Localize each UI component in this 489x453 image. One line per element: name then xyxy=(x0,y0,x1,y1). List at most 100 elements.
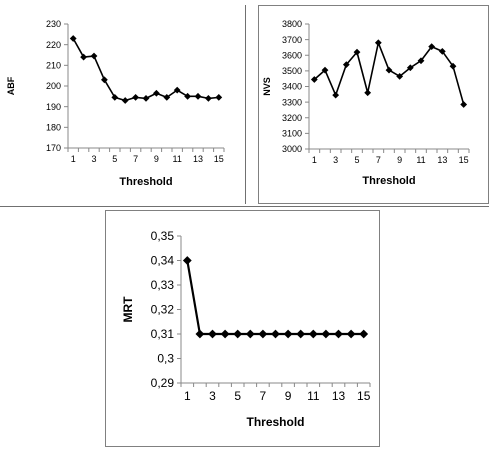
abf-chart-panel: 170 180 190 200 210 220 230 1 3 5 7 9 11 13 15 Threshol… xyxy=(2,3,240,203)
x-tick-label: 15 xyxy=(459,155,469,165)
data-point-marker xyxy=(332,91,340,99)
x-tick-label: 7 xyxy=(376,155,381,165)
data-point-marker xyxy=(194,92,202,100)
y-tick-label: 3000 xyxy=(282,144,302,154)
data-point-marker xyxy=(184,92,191,100)
data-point-marker xyxy=(308,329,318,339)
x-tick-label: 7 xyxy=(260,389,267,403)
y-tick-label: 3100 xyxy=(282,129,302,139)
y-tick-label: 190 xyxy=(46,102,61,112)
data-point-marker xyxy=(173,86,181,94)
data-point-marker xyxy=(132,93,139,101)
x-tick-label: 3 xyxy=(333,155,338,165)
data-point-marker xyxy=(428,43,436,51)
data-point-marker xyxy=(406,64,414,72)
y-tick-label: 3500 xyxy=(282,66,302,76)
y-tick-label: 0,31 xyxy=(151,327,175,341)
vertical-separator xyxy=(245,5,246,204)
y-tick-label: 3200 xyxy=(282,113,302,123)
y-tick-label: 0,33 xyxy=(151,278,175,292)
data-point-marker xyxy=(153,89,160,97)
data-point-marker xyxy=(220,329,230,339)
y-tick-label: 170 xyxy=(46,143,61,153)
x-tick-label: 7 xyxy=(133,154,138,164)
y-tick-label: 0,29 xyxy=(151,376,175,390)
x-tick-label: 11 xyxy=(416,155,425,165)
data-point-marker xyxy=(310,76,318,83)
data-point-marker xyxy=(342,61,350,69)
data-point-marker xyxy=(396,72,404,80)
y-tick-label: 200 xyxy=(46,81,61,91)
x-tick-label: 9 xyxy=(397,155,402,165)
y-tick-label: 230 xyxy=(46,19,61,29)
horizontal-separator xyxy=(0,206,489,207)
data-point-marker xyxy=(374,39,382,47)
x-tick-label: 15 xyxy=(357,389,371,403)
y-axis-title: MRT xyxy=(121,296,135,323)
mrt-chart-panel: 0,29 0,3 0,31 0,32 0,33 0,34 0,35 1 3 5 7 9 11 13 15 Th… xyxy=(105,210,380,447)
data-point-marker xyxy=(364,89,372,97)
y-tick-label: 3300 xyxy=(282,97,302,107)
data-point-marker xyxy=(208,329,217,339)
y-tick-label: 3700 xyxy=(282,35,302,45)
data-point-marker xyxy=(215,93,223,101)
data-point-marker xyxy=(182,256,192,265)
data-point-marker xyxy=(80,53,87,61)
x-tick-label: 3 xyxy=(209,389,216,403)
mrt-chart: 0,290,30,310,320,330,340,351 3 5 7 9 11 13 15Th… xyxy=(121,229,371,429)
x-tick-label: 13 xyxy=(437,155,447,165)
x-tick-label: 5 xyxy=(354,155,359,165)
y-tick-label: 0,35 xyxy=(151,229,175,243)
y-axis-title: NVS xyxy=(262,77,272,96)
y-tick-label: 3800 xyxy=(282,19,302,29)
data-point-marker xyxy=(296,329,306,339)
data-point-marker xyxy=(346,329,356,339)
y-tick-label: 220 xyxy=(46,40,61,50)
nvs-chart-panel: 3000 3100 3200 3300 3400 3500 3600 3700 3800 1 3 5 7… xyxy=(258,5,489,204)
y-tick-label: 3600 xyxy=(282,50,302,60)
data-point-marker xyxy=(69,35,77,42)
y-tick-label: 210 xyxy=(46,60,61,70)
data-point-marker xyxy=(258,329,268,339)
y-tick-label: 0,32 xyxy=(151,303,175,317)
data-point-marker xyxy=(195,329,205,339)
data-point-marker xyxy=(111,93,119,101)
x-tick-label: 13 xyxy=(193,154,203,164)
x-tick-label: 13 xyxy=(332,389,346,403)
data-point-marker xyxy=(245,329,255,339)
x-tick-label: 11 xyxy=(307,389,320,403)
x-tick-label: 1 xyxy=(71,154,76,164)
x-tick-label: 9 xyxy=(154,154,159,164)
y-tick-label: 0,34 xyxy=(151,254,175,268)
data-point-marker xyxy=(101,76,108,84)
series-line xyxy=(72,38,219,102)
x-tick-label: 5 xyxy=(234,389,241,403)
data-point-marker xyxy=(359,329,369,339)
data-point-marker xyxy=(142,95,150,102)
data-point-marker xyxy=(205,95,212,102)
data-point-marker xyxy=(460,101,468,108)
x-tick-label: 1 xyxy=(312,155,317,165)
y-axis-title: ABF xyxy=(6,76,16,95)
data-point-marker xyxy=(438,47,446,55)
x-tick-label: 5 xyxy=(112,154,117,164)
x-tick-label: 15 xyxy=(214,154,224,164)
x-tick-label: 3 xyxy=(91,154,96,164)
x-tick-label: 9 xyxy=(285,389,292,403)
data-point-marker xyxy=(121,97,129,104)
data-point-marker xyxy=(334,329,343,339)
x-axis-title: Threshold xyxy=(362,175,415,187)
data-point-marker xyxy=(271,329,280,339)
x-tick-label: 11 xyxy=(173,154,182,164)
data-point-marker xyxy=(90,52,98,60)
x-axis-title: Threshold xyxy=(119,176,172,188)
x-tick-label: 1 xyxy=(184,389,191,403)
y-tick-label: 3400 xyxy=(282,82,302,92)
data-point-marker xyxy=(163,93,171,101)
y-tick-label: 180 xyxy=(46,122,61,132)
x-axis-title: Threshold xyxy=(246,415,304,429)
data-point-marker xyxy=(385,66,393,74)
y-tick-label: 0,3 xyxy=(157,352,174,366)
